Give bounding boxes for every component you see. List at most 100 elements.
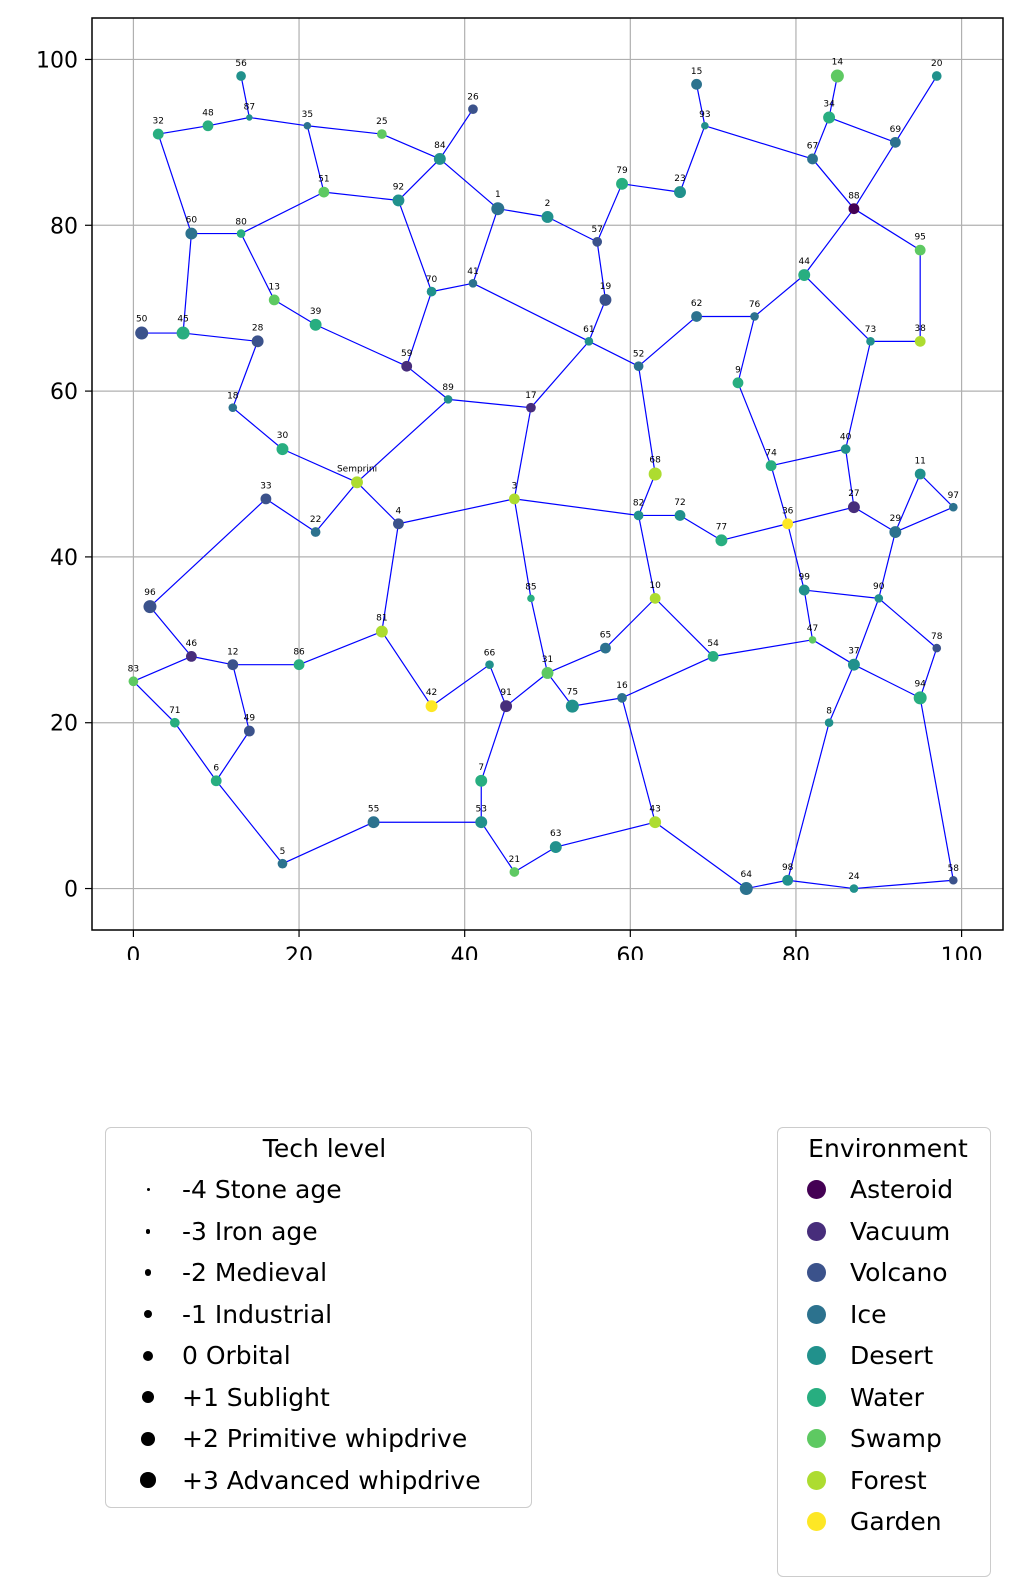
tech-legend-label: 0 Orbital: [182, 1341, 291, 1371]
planet-node: [276, 443, 289, 456]
planet-label: 24: [848, 872, 860, 882]
planet-node: [600, 642, 611, 654]
env-legend-entry: Asteroid: [796, 1169, 980, 1211]
planet-label: 15: [691, 67, 702, 77]
planet-node: [243, 725, 255, 737]
edge-line: [356, 398, 449, 483]
tech-size-dot: [142, 1391, 154, 1404]
edge-line: [530, 340, 590, 409]
env-legend-entry: Desert: [796, 1335, 980, 1377]
edge-line: [356, 481, 399, 525]
planet-node: [824, 718, 834, 728]
edge-line: [132, 680, 176, 724]
tech-size-dot: [145, 1228, 151, 1234]
planet-label: 96: [144, 588, 156, 598]
env-legend-marker: [796, 1263, 836, 1283]
edge-line: [596, 241, 607, 300]
planet-node: [914, 244, 926, 256]
tech-size-dot: [146, 1188, 150, 1192]
planet-label: 72: [674, 498, 685, 508]
edge-line: [547, 672, 573, 707]
planet-label: 34: [823, 100, 835, 110]
edge-line: [588, 340, 639, 367]
env-legend-entry: Volcano: [796, 1252, 980, 1294]
edge-line: [323, 191, 399, 201]
planet-label: 22: [310, 515, 321, 525]
edge-line: [240, 75, 250, 118]
edge-line: [654, 597, 714, 657]
edge-line: [737, 382, 772, 466]
planet-label: 95: [914, 233, 925, 243]
planet-node: [847, 658, 860, 671]
planet-node: [375, 625, 388, 638]
edge-line: [133, 655, 192, 682]
edge-line: [638, 366, 656, 475]
planet-label: 32: [153, 117, 164, 127]
edge-line: [439, 158, 499, 210]
planet-node: [674, 186, 686, 199]
planet-node: [848, 203, 860, 215]
edge-line: [439, 108, 474, 160]
edge-line: [828, 75, 838, 118]
planet-label: 39: [310, 307, 322, 317]
tech-legend-label: -1 Industrial: [182, 1299, 333, 1329]
edge-line: [845, 449, 855, 508]
planet-node: [443, 395, 453, 404]
env-legend-marker: [796, 1221, 836, 1241]
planet-node: [633, 361, 644, 372]
planet-label: 63: [550, 829, 561, 839]
planet-label: 52: [633, 349, 644, 359]
edge-line: [472, 208, 499, 284]
tech-legend-marker: [128, 1350, 168, 1361]
edge-line: [431, 282, 474, 293]
planet-node: [236, 229, 246, 238]
planet-node: [889, 136, 901, 148]
planet-node: [931, 71, 942, 81]
planet-node: [592, 237, 603, 247]
planet-node: [765, 460, 777, 472]
planet-node: [309, 318, 322, 331]
env-color-dot: [806, 1429, 826, 1449]
planet-label: 51: [318, 175, 329, 185]
edge-line: [207, 116, 250, 127]
edge-line: [174, 722, 217, 782]
edge-line: [282, 821, 374, 865]
planet-label: 14: [832, 58, 844, 68]
edge-line: [149, 498, 267, 608]
edge-line: [215, 730, 250, 782]
edge-line: [315, 481, 358, 533]
edge-line: [232, 664, 250, 732]
planet-label: 71: [169, 706, 180, 716]
planet-node: [509, 867, 520, 877]
tech-legend-entry: -1 Industrial: [128, 1294, 521, 1336]
edge-line: [398, 498, 515, 525]
planet-label: 29: [890, 514, 902, 524]
edge-line: [232, 407, 283, 450]
planet-node: [914, 468, 926, 480]
tech-size-dot: [141, 1431, 155, 1446]
planet-node: [691, 311, 702, 322]
planet-label: 21: [509, 855, 520, 865]
planet-label: 89: [442, 383, 454, 393]
planet-node: [508, 493, 520, 505]
planet-node: [227, 659, 239, 671]
edge-line: [431, 664, 490, 707]
planet-node: [782, 874, 794, 886]
planet-node: [475, 816, 488, 829]
x-tick-label: 80: [782, 944, 810, 960]
planet-node: [475, 774, 488, 787]
planet-label: 7: [478, 763, 484, 773]
planet-label: 66: [484, 648, 496, 658]
planet-node: [648, 467, 662, 481]
edge-line: [472, 282, 590, 342]
edge-line: [621, 697, 656, 823]
planet-label: 86: [293, 647, 305, 657]
planet-node: [616, 177, 628, 190]
planet-label: 53: [476, 804, 487, 814]
env-legend-entry: Forest: [796, 1460, 980, 1502]
planet-node: [849, 884, 859, 893]
env-color-dot: [806, 1263, 826, 1283]
env-legend-label: Asteroid: [850, 1175, 954, 1205]
planet-node: [701, 122, 709, 130]
planet-label: 3: [512, 481, 518, 491]
